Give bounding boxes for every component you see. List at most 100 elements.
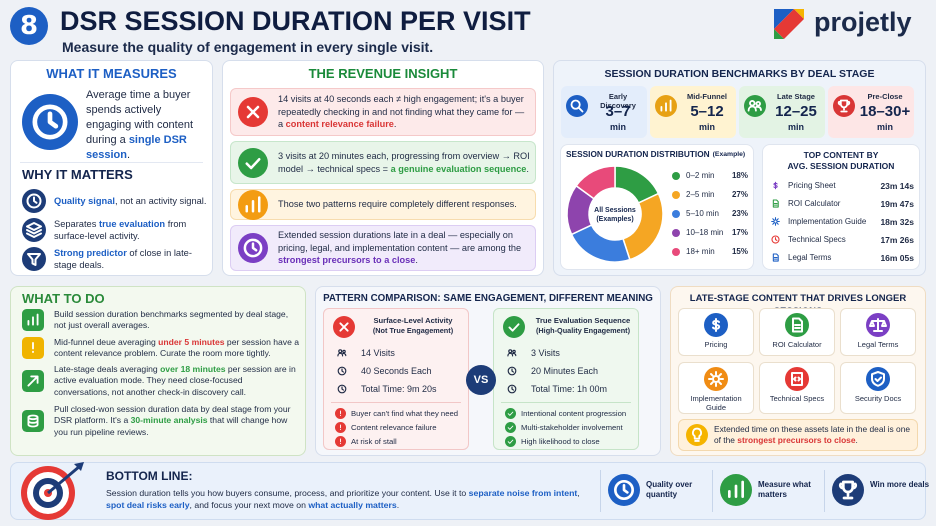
icon-part: [792, 317, 803, 333]
icon: [335, 408, 346, 419]
text: Pull closed-won session duration data by…: [54, 403, 291, 426]
icon-part: [708, 371, 724, 387]
chart-title-text: SESSION DURATION DISTRIBUTION: [566, 149, 710, 159]
icon: [704, 313, 728, 337]
emphasis: under 5 minutes: [158, 336, 225, 347]
signal: High likelihood to close: [521, 437, 600, 446]
icon-part: [747, 100, 762, 112]
target-icon: [21, 462, 84, 520]
text: , not an activity signal.: [114, 196, 207, 206]
asset-label: Technical Specs: [769, 394, 825, 403]
paragraph: Strong predictor of close in late-stage …: [54, 247, 208, 271]
legend-dot: [672, 229, 680, 237]
icon-part: [755, 100, 761, 107]
icon: [686, 424, 708, 446]
emphasis: Strong predictor: [54, 248, 127, 258]
icon: [866, 313, 890, 337]
icon: [333, 316, 355, 338]
icon-part: [622, 484, 629, 494]
icon-part: [507, 352, 517, 357]
chart-note: (Example): [712, 151, 746, 158]
asset-label: Security Docs: [854, 394, 902, 403]
content-name: Technical Specs: [788, 235, 846, 244]
icon-part: [837, 99, 851, 113]
content-time: 17m 26s: [880, 235, 914, 245]
signal: Multi-stakeholder involvement: [521, 423, 623, 432]
icon: [335, 436, 346, 447]
asset-label: ROI Calculator: [772, 340, 822, 349]
brand: projetly: [814, 7, 912, 37]
paragraph: 3 visits at 20 minutes each, progressing…: [278, 150, 530, 175]
icon: [22, 247, 46, 271]
rich-text: Average time a buyer spends actively eng…: [86, 88, 208, 161]
icon-part: [744, 95, 766, 117]
text: .: [415, 255, 418, 266]
stat: 3 Visits: [531, 348, 560, 358]
rich-text: Strong predictor of close in late-stage …: [54, 244, 208, 274]
icon-part: [511, 386, 515, 391]
icon: [720, 474, 752, 506]
rich-text: Mid-funnel deue averaging under 5 minute…: [54, 335, 300, 361]
icon: [22, 337, 44, 359]
rich-text: Pull closed-won session duration data by…: [54, 403, 300, 439]
icon: [503, 316, 525, 338]
stage-range: 18–30+: [859, 103, 911, 120]
icon-part: [749, 100, 756, 107]
card-subtitle: (Not True Engagement): [372, 326, 454, 335]
asset-label: Implementation Guide: [690, 394, 742, 412]
badge-text: Quality over quantity: [646, 480, 693, 499]
icon-part: [337, 366, 347, 376]
icon-part: [246, 105, 260, 119]
stat: Total Time: 9m 20s: [361, 384, 437, 394]
emphasis: over 18 minutes: [160, 363, 226, 374]
icon-part: [771, 217, 780, 226]
icon: [608, 474, 640, 506]
card-title: Surface-Level Activity: [373, 316, 453, 325]
rich-text: Late-stage deals averaging over 18 minut…: [54, 363, 300, 399]
icon-part: [508, 323, 520, 332]
logo-part: [774, 9, 804, 39]
rich-text: Session duration tells you how buyers co…: [106, 484, 594, 514]
icon-part: [26, 193, 42, 209]
stage-unit: min: [876, 122, 893, 132]
insight-box: [230, 141, 536, 184]
icon-part: [708, 371, 724, 387]
icon: [22, 370, 44, 392]
text: Average time a buyer spends actively eng…: [86, 88, 194, 146]
text: Extended time on these assets late in th…: [714, 424, 911, 445]
stage-name: Early Discovery: [600, 92, 636, 110]
icon-part: [27, 375, 39, 387]
icon-part: [505, 408, 516, 419]
icon: [505, 408, 516, 419]
icon-part: [728, 480, 744, 498]
paragraph: Separates true evaluation from surface-l…: [54, 218, 208, 242]
icon-part: [505, 422, 516, 433]
icon-part: [47, 111, 59, 129]
icon-part: [773, 202, 778, 206]
icon: [238, 189, 268, 220]
icon-part: [772, 253, 779, 262]
divider: [331, 402, 461, 403]
icon: [507, 366, 517, 376]
legend-label: 2–5 min: [686, 190, 715, 199]
legend-label: 10–18 min: [686, 228, 724, 237]
icon-part: [773, 219, 778, 224]
icon-part: [27, 253, 41, 266]
content-name: Pricing Sheet: [788, 181, 836, 190]
section-title: SESSION DURATION BENCHMARKS BY DEAL STAG…: [604, 68, 875, 80]
icon: [22, 218, 46, 242]
legend-value: 23%: [731, 209, 748, 218]
rich-text: Quality signal, not an activity signal.: [54, 186, 208, 216]
stage-unit: min: [609, 122, 626, 132]
text: per session have a content relevance pro…: [54, 336, 300, 358]
icon-part: [871, 371, 885, 387]
icon-part: [339, 322, 349, 332]
section-title: PATTERN COMPARISON: SAME ENGAGEMENT, DIF…: [323, 293, 653, 304]
text: from surface-level activity.: [54, 219, 187, 241]
icon: [337, 349, 347, 357]
emphasis: 30-minute analysis: [130, 415, 208, 426]
icon-part: [341, 386, 345, 391]
icon: [22, 189, 46, 213]
icon-part: [507, 425, 514, 430]
